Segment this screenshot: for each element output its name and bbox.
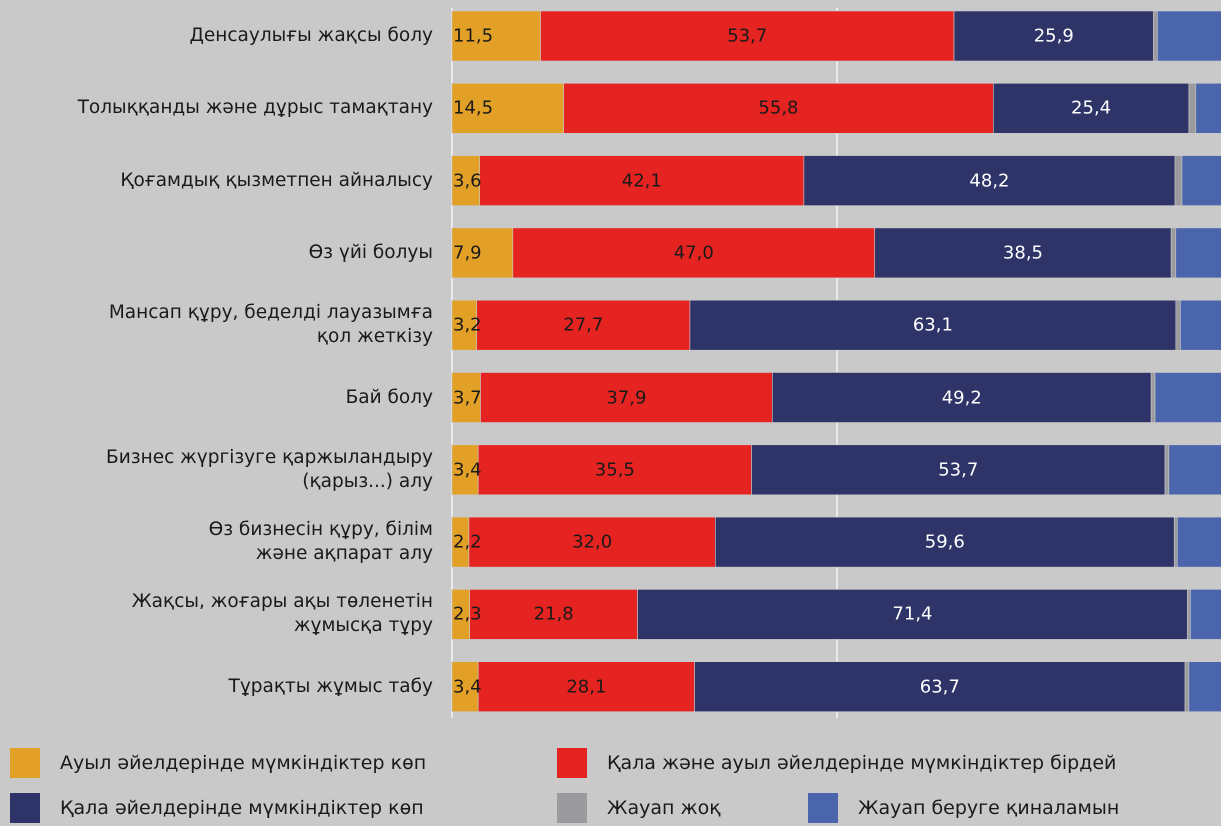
value-label: 55,8 <box>758 97 799 119</box>
value-label: 42,1 <box>621 170 662 192</box>
value-label: 53,7 <box>938 459 979 481</box>
value-label: 38,5 <box>1002 242 1043 264</box>
value-label: 7,9 <box>453 242 482 264</box>
value-label: 27,7 <box>563 314 604 336</box>
bar-segment <box>953 10 1154 62</box>
bar-segment <box>1154 372 1221 423</box>
bar-segment <box>1190 589 1221 640</box>
value-label: 32,0 <box>572 531 613 553</box>
legend-swatch <box>10 793 40 823</box>
bar-segment <box>1184 661 1190 713</box>
bar-segment <box>480 372 773 423</box>
category-label: Бизнес жүргізуге қаржыландыру (қарыз...)… <box>106 446 433 492</box>
bar-segment <box>477 444 752 496</box>
value-label: 2,2 <box>453 531 482 553</box>
legend-label: Қала әйелдерінде мүмкіндіктер көп <box>60 797 424 819</box>
bar-segment <box>451 372 481 423</box>
legend-swatch <box>557 793 587 823</box>
value-label: 25,9 <box>1033 25 1074 47</box>
category-label: Бай болу <box>345 386 433 408</box>
bar-segment <box>993 83 1190 134</box>
bar-segment <box>1180 299 1221 351</box>
value-label: 63,1 <box>912 314 953 336</box>
bar-segment <box>512 227 876 279</box>
value-label: 3,4 <box>453 459 482 481</box>
bar-segment <box>451 10 541 62</box>
legend-label: Ауыл әйелдерінде мүмкіндіктер көп <box>60 752 427 774</box>
legend-swatch <box>10 748 40 778</box>
bar-segment <box>1170 227 1177 279</box>
value-label: 53,7 <box>727 25 768 47</box>
bar-segment <box>1188 661 1221 713</box>
value-label: 47,0 <box>673 242 714 264</box>
value-label: 3,7 <box>453 387 482 408</box>
bar-segment <box>1150 372 1156 423</box>
category-label: Денсаулығы жақсы болу <box>189 25 433 46</box>
bar-segment <box>1187 589 1191 640</box>
bar-segment <box>1175 299 1181 351</box>
bar-segment <box>469 589 638 640</box>
legend-swatch <box>557 748 587 778</box>
bar-segment <box>451 227 514 279</box>
bar-segment <box>694 661 1186 713</box>
value-label: 25,4 <box>1071 97 1112 119</box>
bar-segment <box>477 661 695 713</box>
legend-label: Жауап жоқ <box>607 797 721 819</box>
category-label: Өз үйі болуы <box>308 241 433 263</box>
category-label: Жақсы, жоғары ақы төленетін жұмысқа тұру <box>131 591 433 637</box>
bar-segment <box>637 589 1188 640</box>
legend-swatch <box>808 793 838 823</box>
value-label: 3,2 <box>453 314 482 336</box>
value-label: 3,6 <box>453 170 482 192</box>
bar-segment <box>1181 155 1221 206</box>
bar-segment <box>1175 227 1221 279</box>
bar-segment <box>479 155 805 206</box>
value-label: 21,8 <box>533 603 574 625</box>
legend-label: Жауап беруге қиналамын <box>858 797 1120 819</box>
value-label: 14,5 <box>453 97 494 119</box>
bar-segment <box>1168 444 1221 496</box>
bar-segment <box>1164 444 1170 496</box>
category-label: Тұрақты жұмыс табу <box>228 675 433 697</box>
bar-segment <box>751 444 1166 496</box>
bar-segment <box>468 516 716 568</box>
value-label: 59,6 <box>924 531 965 553</box>
value-label: 48,2 <box>969 170 1010 192</box>
value-label: 71,4 <box>892 603 933 625</box>
value-label: 37,9 <box>606 387 647 408</box>
value-label: 3,4 <box>453 676 482 698</box>
bar-segment <box>476 299 691 351</box>
category-label: Мансап құру, беделді лауазымға қол жеткі… <box>108 302 433 348</box>
bar-segment <box>874 227 1172 279</box>
bar-segment <box>1195 83 1221 134</box>
bar-segment <box>689 299 1177 351</box>
bar-segment <box>803 155 1176 206</box>
bar-segment <box>1153 10 1158 62</box>
value-label: 11,5 <box>453 25 494 47</box>
bar-segment <box>451 661 479 713</box>
bar-segment <box>1188 83 1197 134</box>
bar-segment <box>1173 516 1178 568</box>
category-label: Толыққанды және дұрыс тамақтану <box>77 97 433 119</box>
bar-segment <box>451 155 481 206</box>
category-label: Қоғамдық қызметпен айналысу <box>120 169 433 191</box>
category-label: Өз бизнесін құру, білім және ақпарат алу <box>208 519 433 565</box>
bar-segment <box>1177 516 1221 568</box>
legend-label: Қала және ауыл әйелдерінде мүмкіндіктер … <box>607 752 1117 774</box>
bar-segment <box>772 372 1152 423</box>
bar-segment <box>1157 10 1221 62</box>
bar-segment <box>715 516 1175 568</box>
bar-segment <box>451 83 564 134</box>
value-label: 28,1 <box>566 676 607 698</box>
bar-segment <box>540 10 955 62</box>
value-label: 35,5 <box>594 459 635 481</box>
value-label: 63,7 <box>919 676 960 698</box>
value-label: 2,3 <box>453 603 482 625</box>
bar-segment <box>1174 155 1183 206</box>
value-label: 49,2 <box>941 387 982 408</box>
